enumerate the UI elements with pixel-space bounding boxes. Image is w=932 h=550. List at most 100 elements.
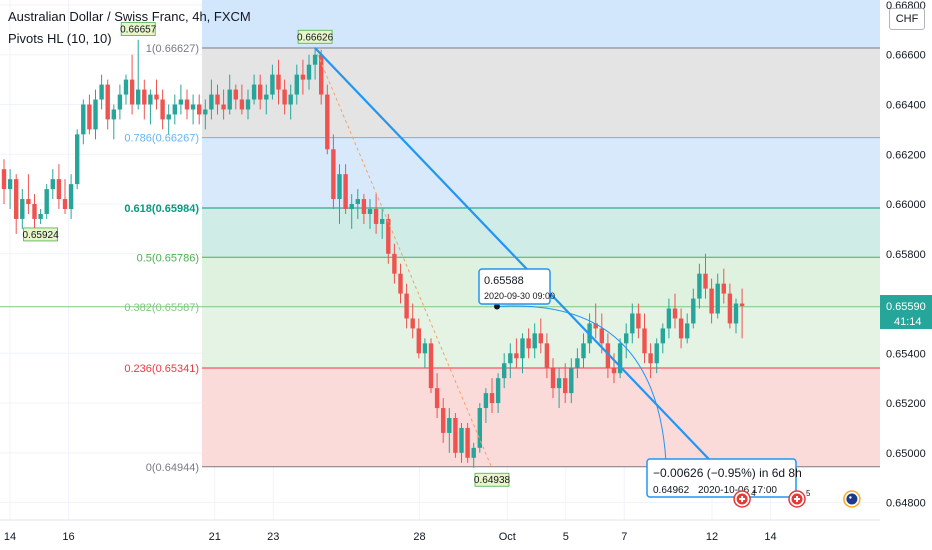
indicator-label[interactable]: Pivots HL (10, 10): [8, 31, 112, 46]
candle-89: [544, 343, 550, 369]
y-tick-4: 0.66000: [886, 199, 926, 211]
pivot-box-3: [474, 472, 510, 487]
y-tick-6: 0.65400: [886, 348, 926, 360]
candle-24: [148, 94, 153, 105]
candle-44: [270, 74, 275, 95]
candle-19: [117, 94, 123, 110]
last-price-badge: [880, 295, 932, 330]
candle-119: [727, 293, 733, 324]
candle-84: [514, 353, 519, 359]
candle-58: [355, 199, 360, 205]
candle-11: [68, 184, 74, 209]
x-tick-1: 16: [62, 531, 74, 543]
y-tick-7: 0.65200: [886, 398, 926, 410]
candle-79: [483, 393, 489, 409]
candle-67: [410, 318, 415, 329]
currency-button[interactable]: CHF: [889, 8, 925, 30]
y-tick-5: 0.65800: [886, 249, 926, 261]
event-count-0: 4: [751, 489, 756, 498]
candle-32: [197, 104, 202, 115]
candles: [1, 39, 745, 468]
candle-114: [697, 273, 702, 299]
candle-60: [367, 208, 373, 214]
chart-title[interactable]: Australian Dollar / Swiss Franc, 4h, FXC…: [8, 9, 251, 24]
candle-9: [56, 179, 62, 200]
candle-72: [441, 408, 446, 433]
fib-label-0.382: 0.382(0.65587): [124, 302, 199, 314]
candle-48: [294, 74, 299, 95]
candle-95: [581, 343, 586, 359]
candle-85: [520, 338, 525, 359]
candle-23: [142, 89, 147, 105]
candle-12: [75, 134, 80, 185]
zigzag-line: [314, 48, 493, 469]
candle-71: [434, 388, 440, 409]
candle-83: [508, 353, 513, 364]
candle-110: [672, 308, 678, 319]
candle-62: [380, 218, 385, 224]
drawings[interactable]: 0.65588 2020-09-30 09:00 −0.00626 (−0.95%)…: [314, 47, 802, 498]
candle-87: [532, 333, 537, 349]
candle-57: [349, 204, 354, 209]
flag-au-star: [849, 496, 852, 499]
candle-112: [685, 323, 690, 339]
candle-98: [599, 328, 604, 344]
candle-107: [654, 343, 659, 364]
candle-91: [556, 378, 562, 389]
candle-108: [660, 328, 665, 344]
candle-100: [611, 368, 617, 374]
candle-53: [325, 94, 330, 150]
candle-4: [26, 199, 31, 205]
candle-76: [465, 427, 470, 458]
projection-target-time: 2020-10-06 17:00: [698, 485, 777, 496]
candle-101: [617, 343, 623, 374]
candle-93: [569, 368, 574, 394]
candle-18: [111, 109, 116, 120]
x-tick-8: 12: [706, 531, 718, 543]
candle-88: [538, 333, 543, 344]
pivot-label-0: 0.66657: [120, 25, 157, 36]
fib-label-0.618: 0.618(0.65984): [124, 203, 199, 215]
candle-6: [38, 213, 43, 219]
candle-51: [312, 54, 318, 65]
candle-106: [648, 353, 653, 364]
candle-15: [93, 99, 98, 130]
candle-73: [447, 417, 452, 433]
fib-zone-1: [202, 137, 880, 208]
candle-115: [703, 273, 708, 289]
candle-61: [373, 208, 379, 224]
candle-33: [203, 109, 208, 115]
candle-49: [300, 74, 306, 80]
pivot-box-2: [23, 227, 59, 242]
price-axis[interactable]: 0.66800 0.66600 0.66400 0.66200 0.66000 0.658…: [880, 0, 932, 550]
x-tick-2: 21: [209, 531, 221, 543]
pivot-box-1: [297, 29, 333, 44]
candle-59: [361, 199, 367, 214]
candle-102: [624, 333, 629, 344]
candle-29: [178, 99, 184, 105]
candle-80: [489, 393, 495, 404]
candle-94: [575, 358, 580, 369]
candle-68: [416, 328, 421, 354]
candle-35: [215, 94, 220, 105]
time-axis[interactable]: 14 16 21 23 28 Oct 5 7 12 14: [0, 519, 880, 543]
candle-7: [44, 189, 49, 214]
candle-27: [166, 114, 171, 120]
last-price: 0.65590: [886, 301, 926, 313]
candle-81: [495, 378, 501, 404]
candle-26: [160, 99, 165, 120]
fib-zone-0: [202, 48, 880, 138]
candle-121: [739, 303, 745, 307]
x-tick-5: Oct: [499, 531, 516, 543]
candle-66: [404, 293, 409, 319]
y-tick-1: 0.66600: [886, 50, 926, 62]
candle-31: [190, 104, 196, 110]
candle-75: [459, 427, 464, 453]
candle-22: [136, 89, 141, 105]
flag-ch-cross-v: [741, 496, 744, 502]
candle-40: [245, 99, 251, 110]
projection-start-time: 2020-09-30 09:00: [484, 291, 555, 301]
candle-118: [721, 283, 726, 294]
